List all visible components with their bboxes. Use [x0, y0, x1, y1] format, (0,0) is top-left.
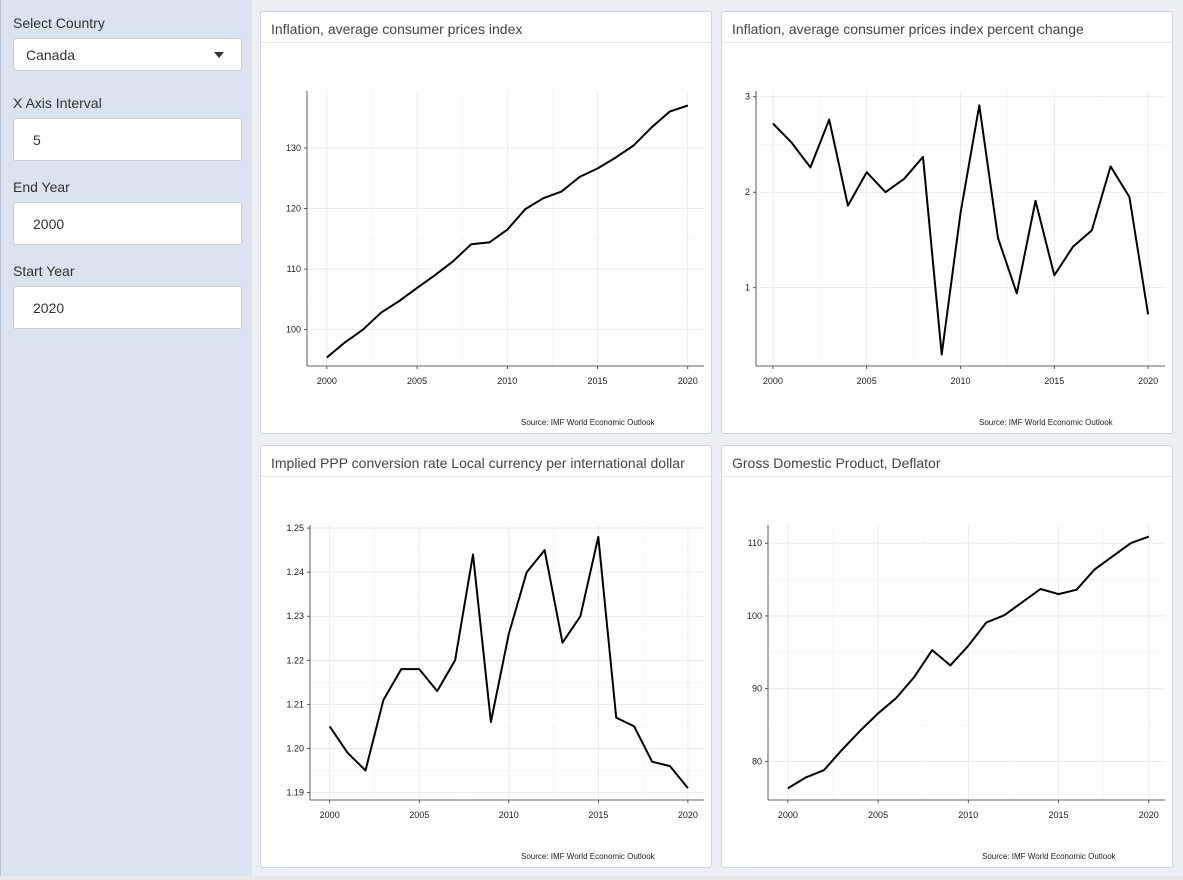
ppp-chart-title: Implied PPP conversion rate Local curren… [261, 446, 711, 477]
ppp-chart-panel: Implied PPP conversion rate Local curren… [260, 445, 712, 868]
x-tick-label: 2005 [407, 376, 427, 386]
cpi-pct-chart: 2000 2005 2010 2015 2020 1 2 3 Source: IMF Worl… [745, 91, 1165, 427]
y-tick-label: 1.20 [286, 743, 304, 753]
x-tick-label: 2000 [763, 376, 783, 386]
x-tick-label: 2000 [778, 810, 798, 820]
y-tick-label: 110 [287, 264, 301, 274]
x-tick-label: 2005 [857, 376, 877, 386]
x-tick-label: 2020 [1138, 376, 1158, 386]
gdp-chart-panel: Gross Domestic Product, Deflator 2000 200… [721, 445, 1173, 868]
cpi-chart-title: Inflation, average consumer prices index [261, 12, 711, 43]
start-year-value: 2020 [33, 300, 65, 316]
end-year-label: End Year [13, 179, 70, 195]
ppp-plot: 2000 2005 2010 2015 2020 1.19 1.20 1.21 1.22 1.23… [286, 523, 704, 820]
start-year-input[interactable]: 2020 [13, 286, 242, 329]
cpi-chart-panel: Inflation, average consumer prices index… [260, 11, 712, 434]
cpi-plot: 2000 2005 2010 2015 2020 100 110 120 130 [286, 91, 704, 386]
y-tick-label: 80 [752, 756, 762, 766]
gdp-chart-source: Source: IMF World Economic Outlook [982, 852, 1117, 861]
y-tick-label: 130 [286, 143, 301, 153]
cpi-pct-chart-panel: Inflation, average consumer prices index… [721, 11, 1173, 434]
cpi-chart-source: Source: IMF World Economic Outlook [521, 418, 656, 427]
y-tick-label: 1.19 [286, 788, 304, 798]
x-axis-interval-input[interactable]: 5 [13, 118, 242, 161]
y-tick-label: 110 [748, 538, 762, 548]
y-tick-label: 1 [745, 283, 750, 293]
y-tick-label: 3 [745, 92, 750, 102]
y-tick-label: 90 [752, 684, 762, 694]
y-tick-label: 100 [747, 611, 762, 621]
x-tick-label: 2005 [409, 810, 429, 820]
gdp-plot: 2000 2005 2010 2015 2020 80 90 100 110 [747, 525, 1165, 820]
y-tick-label: 1.23 [286, 611, 304, 621]
country-select-value: Canada [26, 47, 76, 63]
cpi_pct-plot: 2000 2005 2010 2015 2020 1 2 3 [745, 91, 1165, 386]
gdp-chart-title: Gross Domestic Product, Deflator [722, 446, 1172, 477]
x-tick-label: 2015 [588, 376, 608, 386]
y-tick-label: 1.24 [286, 567, 304, 577]
select-country-label: Select Country [13, 15, 105, 31]
country-select[interactable]: Canada [13, 38, 242, 71]
start-year-label: Start Year [13, 263, 75, 279]
gdp-chart: 2000 2005 2010 2015 2020 80 90 100 110 Source: I… [747, 525, 1165, 861]
x-tick-label: 2010 [499, 810, 519, 820]
x-tick-label: 2020 [678, 376, 698, 386]
y-tick-label: 1.22 [286, 655, 304, 665]
x-axis-interval-value: 5 [33, 132, 41, 148]
x-tick-label: 2010 [497, 376, 517, 386]
x-axis-interval-label: X Axis Interval [13, 95, 102, 111]
x-tick-label: 2005 [868, 810, 888, 820]
x-tick-label: 2010 [958, 810, 978, 820]
y-tick-label: 120 [286, 204, 301, 214]
x-tick-label: 2020 [678, 810, 698, 820]
x-tick-label: 2015 [1049, 810, 1069, 820]
x-tick-label: 2020 [1139, 810, 1159, 820]
x-tick-label: 2015 [1044, 376, 1064, 386]
y-tick-label: 1.21 [286, 699, 304, 709]
ppp-chart: 2000 2005 2010 2015 2020 1.19 1.20 1.21 1.22 1.23… [286, 523, 704, 861]
y-tick-label: 100 [286, 325, 301, 335]
x-tick-label: 2015 [588, 810, 608, 820]
chevron-down-icon [214, 52, 224, 58]
sidebar-panel: Select Country Canada X Axis Interval 5 … [0, 0, 252, 880]
bottom-strip [0, 876, 1183, 880]
x-tick-label: 2010 [950, 376, 970, 386]
cpi-pct-chart-source: Source: IMF World Economic Outlook [979, 418, 1114, 427]
x-tick-label: 2000 [317, 376, 337, 386]
end-year-input[interactable]: 2000 [13, 202, 242, 245]
x-tick-label: 2000 [320, 810, 340, 820]
y-tick-label: 1.25 [286, 523, 304, 533]
cpi-chart: 2000 2005 2010 2015 2020 100 110 120 130 Source:… [286, 91, 704, 427]
main-content: Inflation, average consumer prices index… [252, 0, 1183, 880]
cpi-pct-chart-title: Inflation, average consumer prices index… [722, 12, 1172, 43]
end-year-value: 2000 [33, 216, 65, 232]
ppp-chart-source: Source: IMF World Economic Outlook [521, 852, 656, 861]
y-tick-label: 2 [745, 187, 750, 197]
